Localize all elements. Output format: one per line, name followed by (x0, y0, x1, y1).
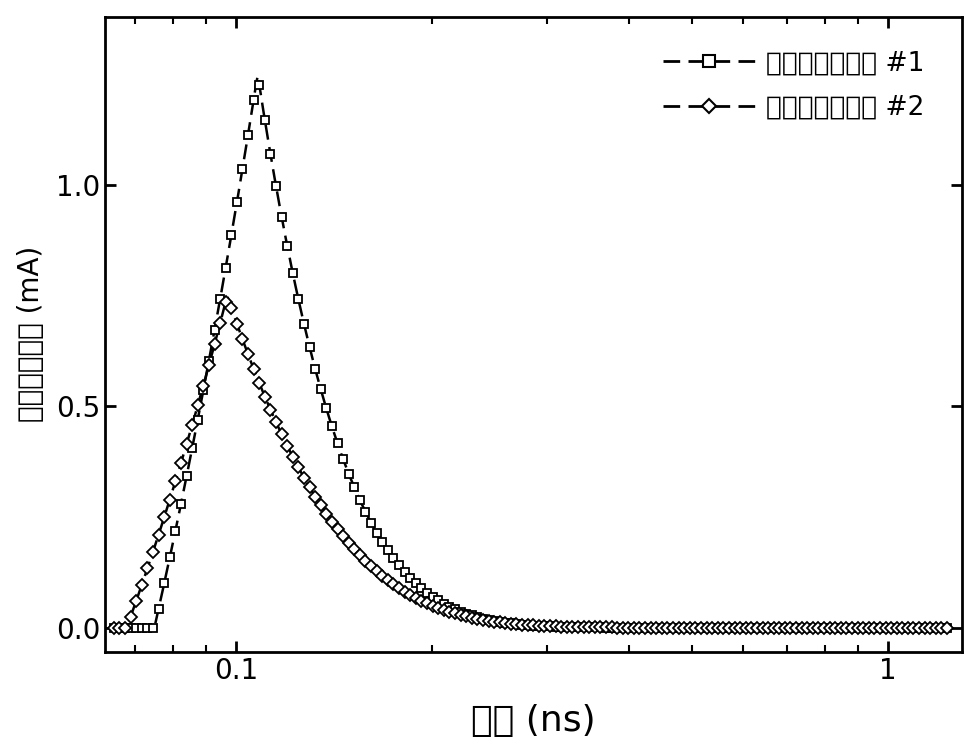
Y-axis label: 漏级收集电流 (mA): 漏级收集电流 (mA) (17, 246, 45, 423)
X-axis label: 时间 (ns): 时间 (ns) (470, 704, 596, 738)
Legend: 重离子入射位置 #1, 重离子入射位置 #2: 重离子入射位置 #1, 重离子入射位置 #2 (654, 42, 931, 129)
